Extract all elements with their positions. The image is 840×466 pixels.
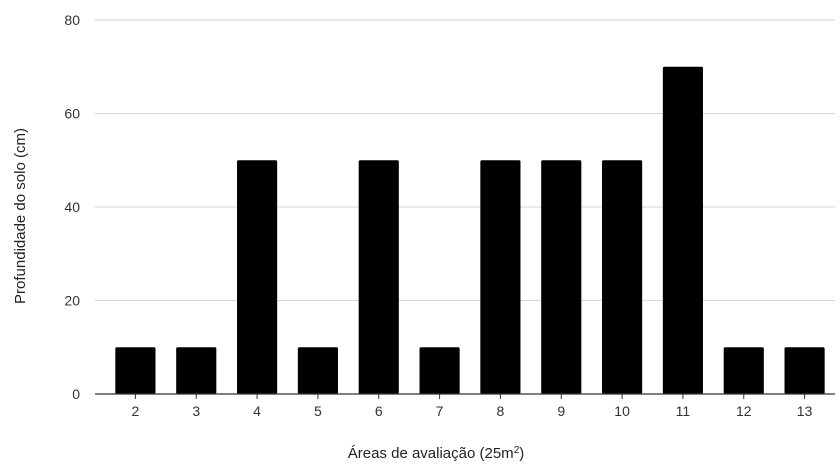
- bar-2: [115, 347, 155, 394]
- bar-9: [541, 160, 581, 394]
- x-axis-title-suffix: ): [519, 445, 524, 462]
- y-tick-label: 80: [64, 12, 80, 28]
- bar-13: [785, 347, 825, 394]
- bar-5: [298, 347, 338, 394]
- bar-11: [663, 67, 703, 394]
- x-tick-label: 9: [557, 403, 565, 419]
- x-tick-label: 5: [314, 403, 322, 419]
- x-axis-title: Áreas de avaliação (25m2): [348, 445, 525, 463]
- x-tick-label: 7: [436, 403, 444, 419]
- x-tick-label: 4: [253, 403, 261, 419]
- bar-7: [420, 347, 460, 394]
- y-tick-label: 40: [64, 199, 80, 215]
- y-axis-title: Profundidade do solo (cm): [12, 128, 29, 304]
- x-tick-label: 12: [736, 403, 752, 419]
- bar-4: [237, 160, 277, 394]
- x-tick-label: 11: [676, 403, 691, 419]
- x-tick-label: 3: [192, 403, 200, 419]
- bar-6: [359, 160, 399, 394]
- bar-3: [176, 347, 216, 394]
- x-axis-ticks: 2 3 4 5 6 7 8 9 10 11 12 13: [132, 394, 813, 419]
- grid-lines: [95, 20, 835, 301]
- y-tick-label: 20: [64, 293, 80, 309]
- bars: [115, 67, 824, 394]
- y-tick-label: 0: [72, 386, 80, 402]
- y-tick-label: 60: [64, 106, 80, 122]
- x-tick-label: 6: [375, 403, 383, 419]
- x-tick-label: 13: [797, 403, 813, 419]
- x-axis-title-main: Áreas de avaliação (25m: [348, 445, 514, 462]
- bar-12: [724, 347, 764, 394]
- bar-10: [602, 160, 642, 394]
- bar-8: [480, 160, 520, 394]
- x-tick-label: 8: [497, 403, 505, 419]
- x-tick-label: 2: [132, 403, 140, 419]
- x-tick-label: 10: [614, 403, 630, 419]
- y-axis-ticks: 0 20 40 60 80: [64, 12, 80, 402]
